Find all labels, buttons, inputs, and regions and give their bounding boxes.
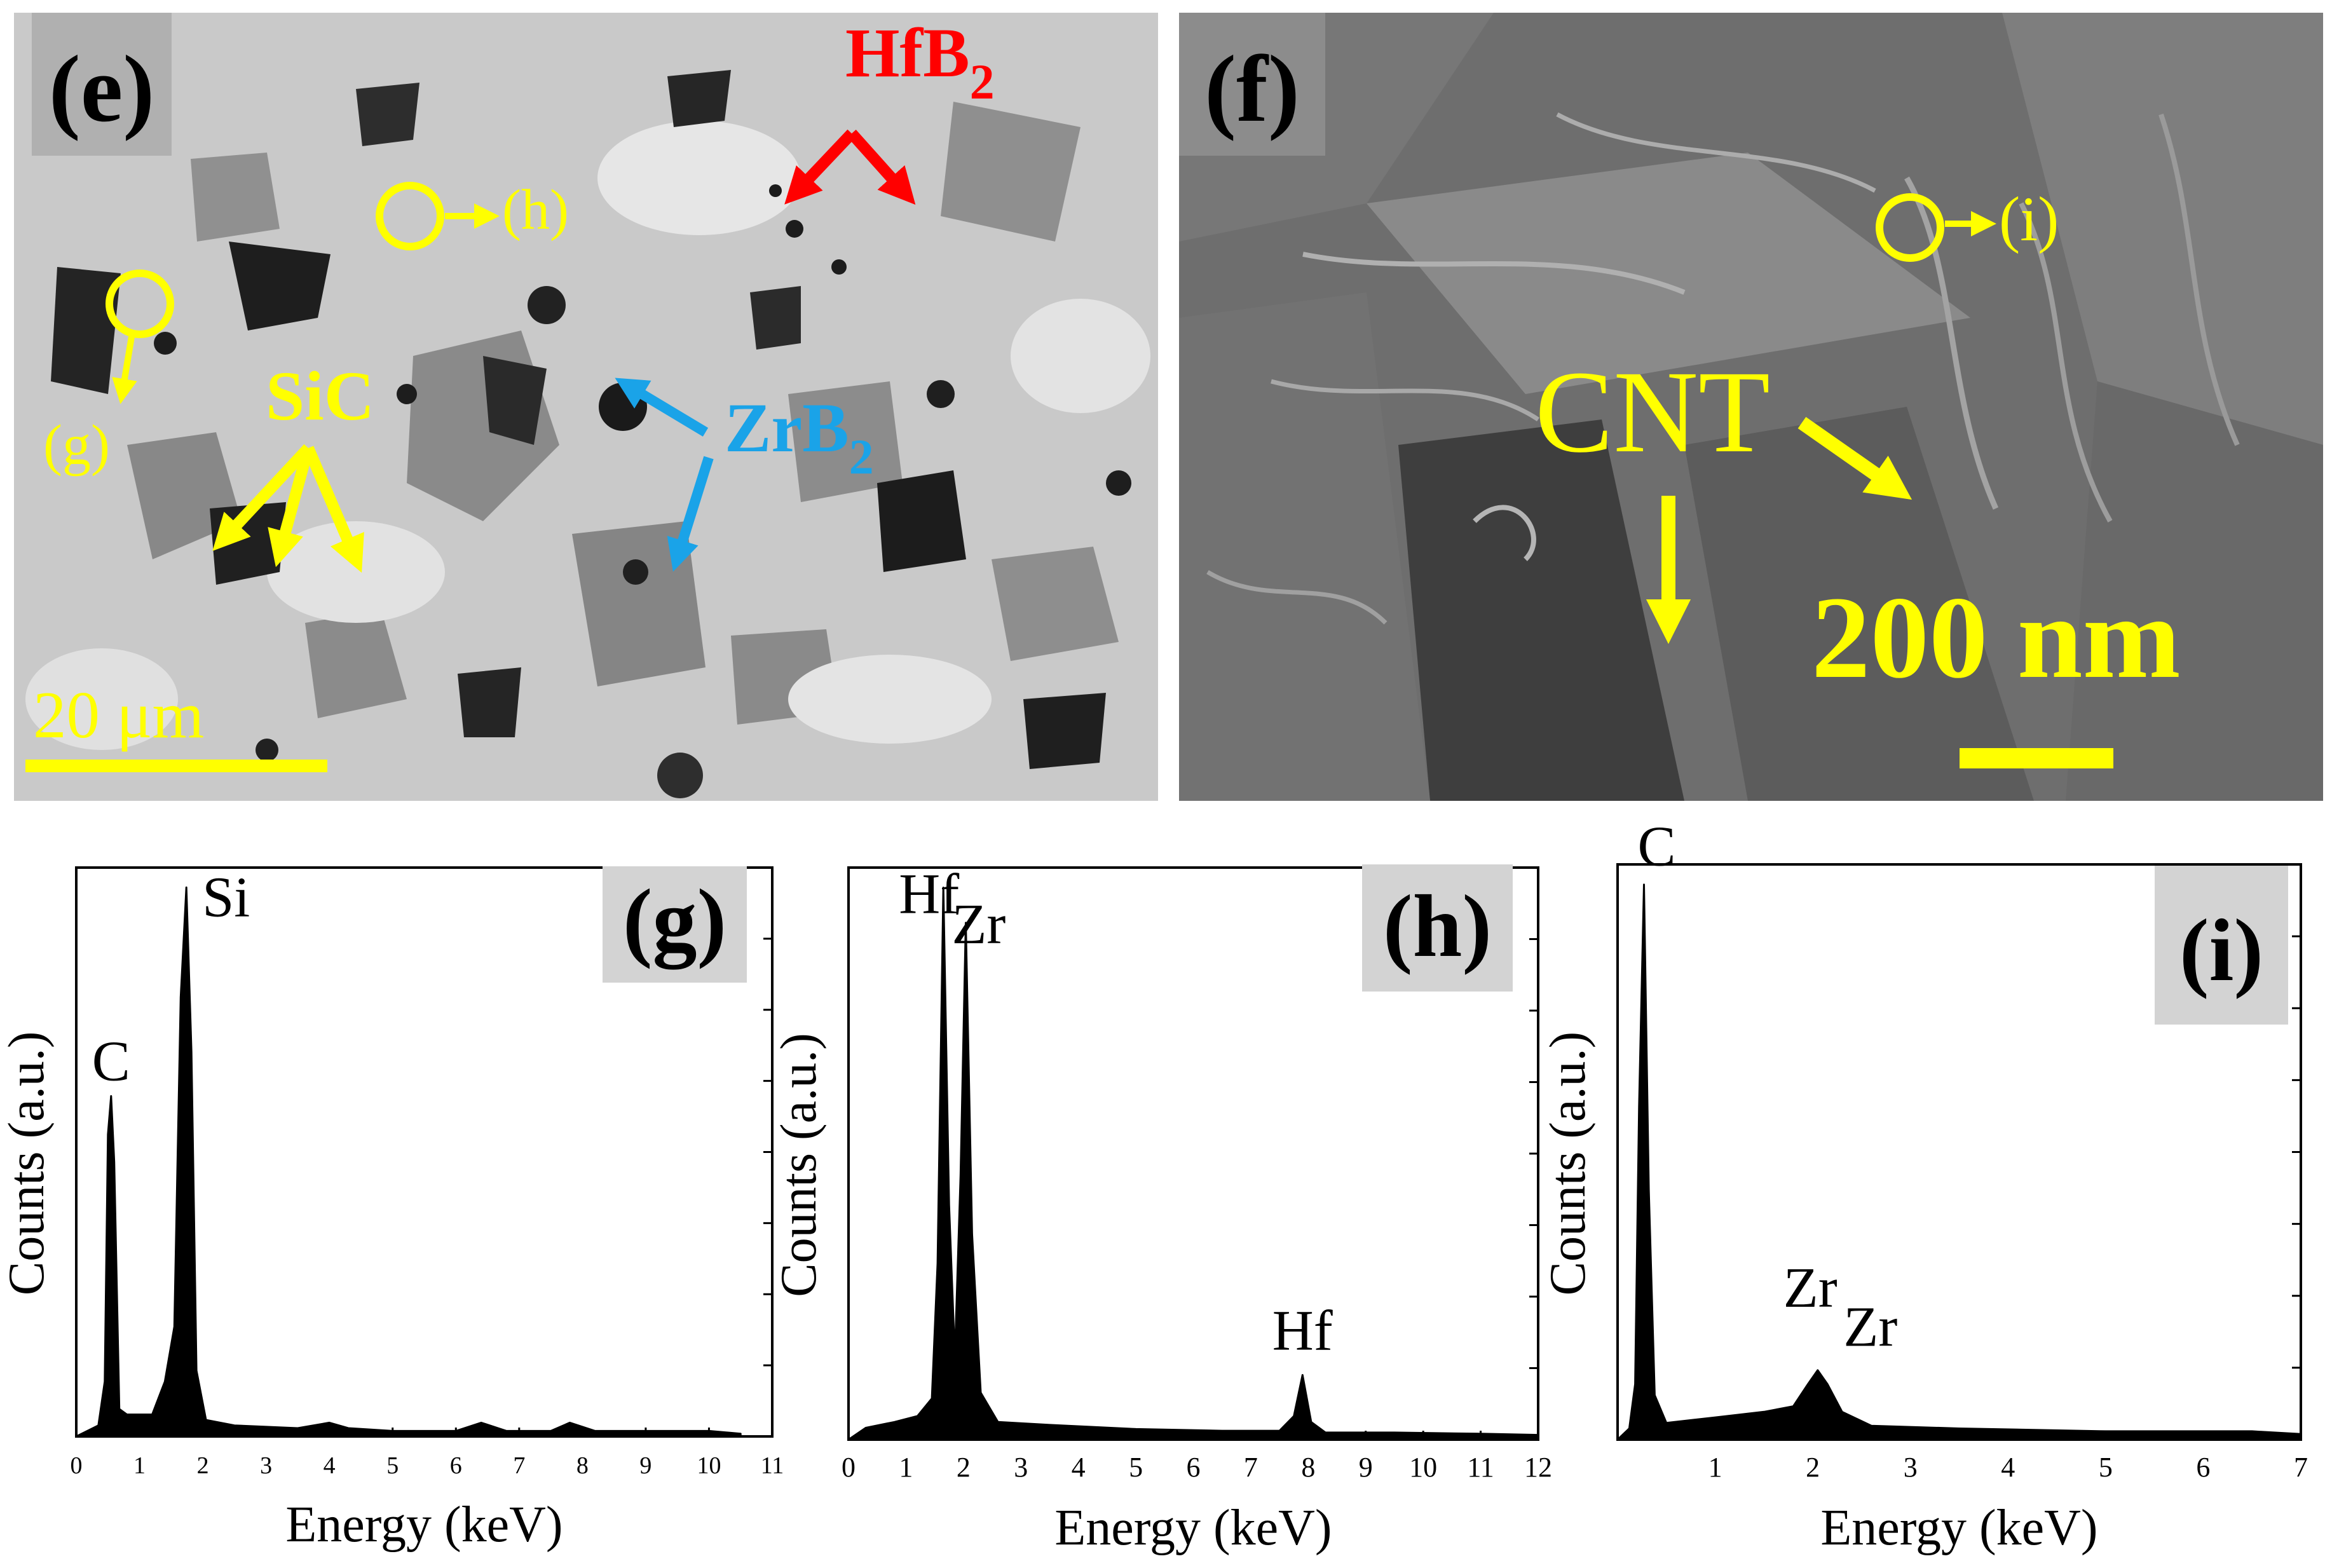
hfb2-arrow-left bbox=[784, 129, 856, 205]
point-g-label: (g) bbox=[43, 414, 110, 477]
x-tick-label: 9 bbox=[1359, 1452, 1373, 1483]
peak-label: Si bbox=[202, 866, 250, 929]
x-tick-label: 6 bbox=[2196, 1452, 2210, 1483]
panel-e: (e) HfB2 (h) (g) SiC ZrB2 20 μm bbox=[14, 13, 1158, 801]
spectrum-area bbox=[1616, 883, 2302, 1441]
panel-e-scale-label: 20 μm bbox=[33, 678, 204, 752]
peak-label: Zr bbox=[1783, 1257, 1838, 1319]
spectrum-area bbox=[847, 887, 1539, 1441]
x-tick-label: 1 bbox=[1708, 1452, 1722, 1483]
point-h-label: (h) bbox=[502, 179, 569, 242]
panel-e-label: (e) bbox=[49, 36, 154, 142]
x-tick-label: 3 bbox=[1014, 1452, 1028, 1483]
x-tick-label: 6 bbox=[450, 1452, 462, 1479]
x-tick-label: 10 bbox=[1409, 1452, 1437, 1483]
panel-e-label-box bbox=[32, 13, 172, 156]
x-tick-label: 8 bbox=[576, 1452, 589, 1479]
x-tick-label: 10 bbox=[697, 1452, 721, 1479]
point-i-label: (i) bbox=[1999, 184, 2059, 254]
panel-label-box bbox=[1362, 864, 1513, 992]
panel-f-label-box bbox=[1179, 13, 1325, 156]
panel-label-box bbox=[2155, 866, 2288, 1025]
point-h-circle bbox=[376, 182, 444, 250]
hfb2-label: HfB2 bbox=[845, 14, 995, 109]
sic-arrow-1 bbox=[212, 444, 313, 551]
x-tick-label: 11 bbox=[761, 1452, 784, 1479]
x-tick-label: 5 bbox=[386, 1452, 399, 1479]
x-tick-label: 2 bbox=[197, 1452, 209, 1479]
panel-label: (g) bbox=[623, 871, 726, 970]
spectrum-area bbox=[75, 886, 742, 1438]
panel-label-box bbox=[603, 866, 747, 983]
x-tick-label: 2 bbox=[1806, 1452, 1820, 1483]
panel-f-label: (f) bbox=[1204, 36, 1300, 142]
y-axis-label: Counts (a.u.) bbox=[771, 1033, 827, 1297]
panel-e-microstructure bbox=[25, 70, 1150, 798]
y-axis-label: Counts (a.u.) bbox=[1540, 1032, 1596, 1296]
zrb2-label: ZrB2 bbox=[725, 389, 874, 484]
sic-arrow-2 bbox=[268, 446, 314, 568]
panel-label: (i) bbox=[2179, 901, 2263, 1000]
x-tick-label: 7 bbox=[513, 1452, 525, 1479]
peak-label: Hf bbox=[1272, 1299, 1333, 1362]
x-tick-label: 1 bbox=[133, 1452, 146, 1479]
x-tick-label: 6 bbox=[1187, 1452, 1201, 1483]
sic-label: SiC bbox=[266, 357, 374, 435]
point-i-circle bbox=[1876, 193, 1944, 262]
x-tick-label: 0 bbox=[71, 1452, 83, 1479]
x-tick-label: 4 bbox=[324, 1452, 336, 1479]
x-tick-label: 8 bbox=[1301, 1452, 1315, 1483]
x-tick-label: 0 bbox=[842, 1452, 856, 1483]
x-tick-label: 2 bbox=[957, 1452, 971, 1483]
x-tick-label: 5 bbox=[2099, 1452, 2113, 1483]
x-tick-label: 3 bbox=[260, 1452, 272, 1479]
x-tick-label: 1 bbox=[899, 1452, 913, 1483]
peak-label: C bbox=[92, 1030, 130, 1093]
cnt-arrow-right bbox=[1797, 416, 1913, 500]
point-g-circle bbox=[106, 269, 174, 338]
x-tick-label: 11 bbox=[1467, 1452, 1494, 1483]
x-tick-label: 7 bbox=[1244, 1452, 1258, 1483]
x-tick-label: 3 bbox=[1904, 1452, 1918, 1483]
x-tick-label: 4 bbox=[1072, 1452, 1086, 1483]
peak-label: Hf bbox=[899, 863, 959, 926]
x-tick-label: 5 bbox=[1129, 1452, 1143, 1483]
x-axis-label: Energy (keV) bbox=[285, 1497, 563, 1553]
eds-spectrum-g: (g) 0 1 2 3 4 5 6 7 8 9 10 11 Energy (keV) Counts (a.u… bbox=[0, 866, 784, 1553]
panel-f: (f) (i) CNT 200 nm bbox=[1179, 13, 2323, 801]
panel-label: (h) bbox=[1383, 877, 1492, 976]
x-tick-label: 9 bbox=[639, 1452, 651, 1479]
point-g-arrow bbox=[112, 336, 137, 404]
x-axis-label: Energy (keV) bbox=[1820, 1500, 2097, 1556]
peak-label: C bbox=[1637, 815, 1675, 878]
x-tick-label: 7 bbox=[2294, 1452, 2308, 1483]
peak-label: Zr bbox=[1843, 1296, 1897, 1359]
x-axis-label: Energy (keV) bbox=[1054, 1500, 1332, 1556]
panel-e-scale-bar bbox=[25, 760, 327, 772]
y-axis-label: Counts (a.u.) bbox=[0, 1032, 55, 1296]
panel-f-scale-label: 200 nm bbox=[1811, 573, 2181, 703]
x-tick-label: 12 bbox=[1524, 1452, 1552, 1483]
panel-f-texture bbox=[1179, 13, 2323, 801]
cnt-label: CNT bbox=[1535, 347, 1770, 477]
zrb2-arrow-up bbox=[615, 378, 709, 437]
zrb2-arrow-down bbox=[667, 456, 714, 572]
sic-arrow-3 bbox=[303, 446, 364, 573]
peak-label: Zr bbox=[951, 893, 1006, 956]
panel-f-scale-bar bbox=[1960, 748, 2113, 768]
hfb2-arrow-right bbox=[847, 129, 916, 205]
x-tick-label: 4 bbox=[2001, 1452, 2015, 1483]
